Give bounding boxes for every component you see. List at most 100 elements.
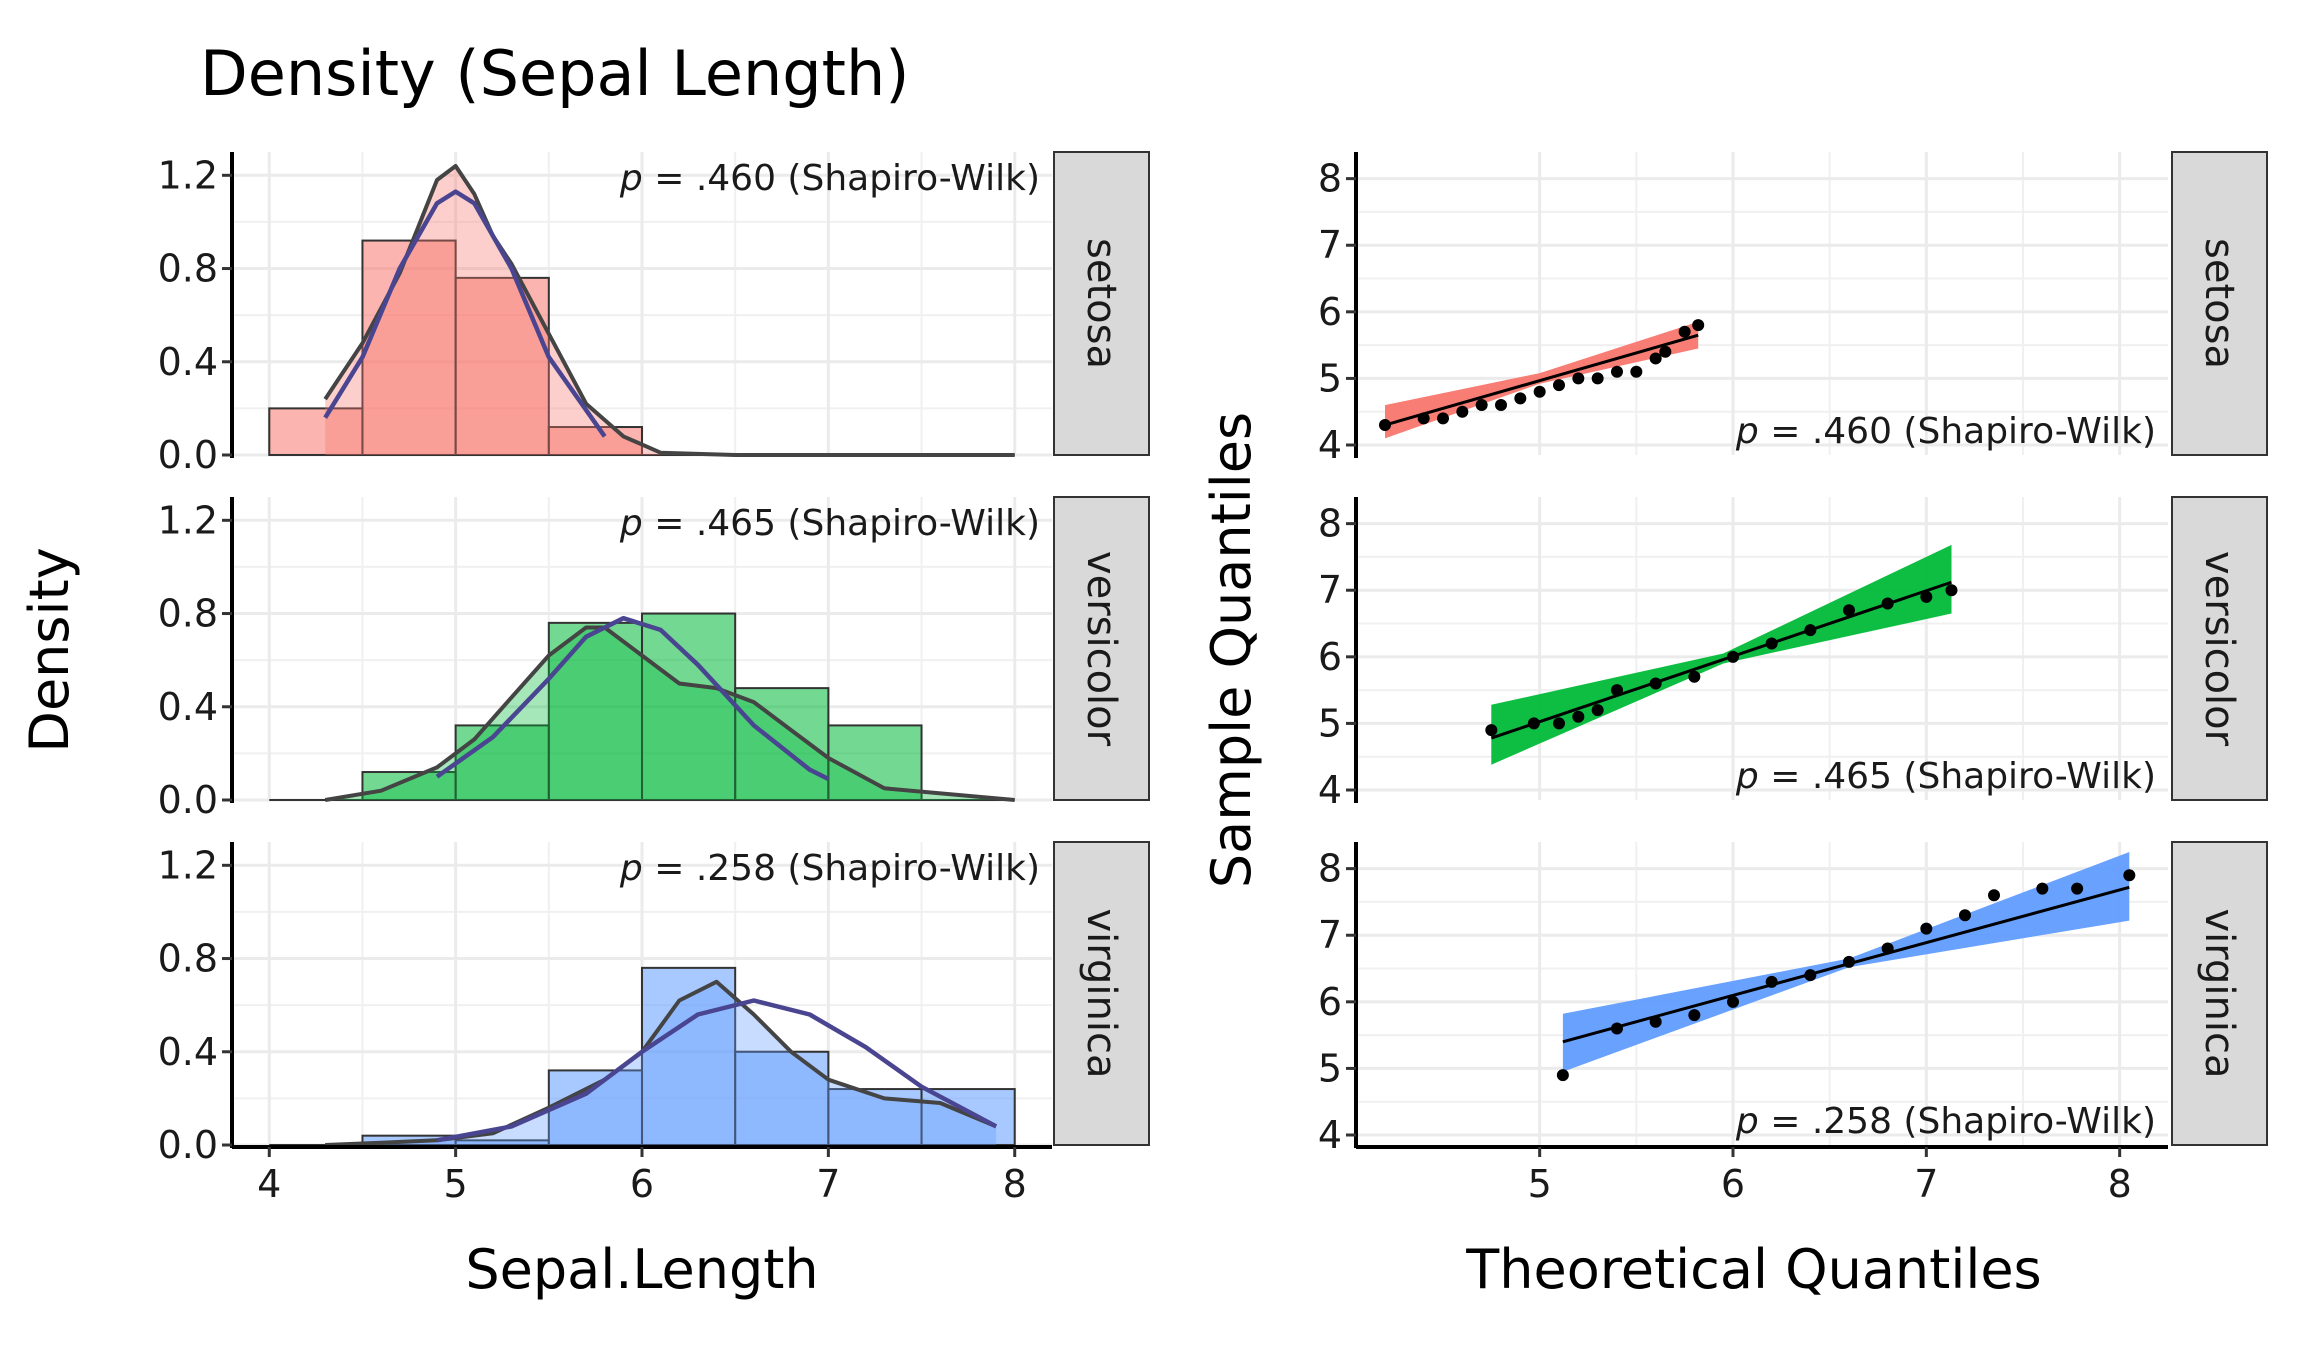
y-tick-label: 0.8: [158, 592, 218, 636]
y-tick-label: 5: [1318, 1046, 1342, 1090]
qq-point: [1556, 1069, 1569, 1082]
x-tick-label: 6: [1721, 1162, 1745, 1206]
y-tick-label: 6: [1318, 635, 1342, 679]
qq-point: [1843, 955, 1855, 968]
histogram-bar: [641, 612, 737, 801]
facet-strip-label-versicolor: versicolor: [1078, 551, 1124, 747]
y-tick-label: 8: [1318, 502, 1342, 546]
histogram-bar: [547, 621, 643, 801]
qq-point: [1572, 710, 1585, 723]
qq-point: [1495, 399, 1507, 412]
y-tick-label: 8: [1318, 157, 1342, 201]
qq-point: [1533, 385, 1546, 398]
histogram-bar: [920, 1088, 1016, 1146]
histogram-bar: [547, 426, 643, 456]
qq-point: [1765, 975, 1778, 988]
shapiro-wilk-annotation: p = .460 (Shapiro-Wilk): [1735, 411, 2156, 452]
qq-reference-line: [1490, 580, 1952, 740]
shapiro-wilk-annotation: p = .465 (Shapiro-Wilk): [619, 503, 1040, 544]
qq-point: [1678, 325, 1691, 338]
histogram-bar: [268, 407, 364, 456]
qq-point: [1456, 405, 1469, 418]
qq-point: [1804, 969, 1817, 982]
density-area: [325, 627, 1015, 800]
qq-point: [1688, 1009, 1701, 1022]
facet-strip-label-virginica: virginica: [1078, 909, 1124, 1079]
x-tick-label: 7: [1914, 1162, 1938, 1206]
x-tick-label: 6: [630, 1162, 654, 1206]
y-tick-label: 0.8: [158, 937, 218, 981]
x-axis-title: Theoretical Quantiles: [1465, 1238, 2041, 1301]
facet-strip: [2171, 496, 2268, 801]
facet-strip-label-setosa: setosa: [1078, 238, 1124, 369]
y-axis-title: Density: [18, 547, 81, 752]
y-tick-label: 1.2: [158, 153, 218, 197]
histogram-bar: [361, 239, 457, 456]
qq-panel-virginica: 4 5 6 7 8 p = .258 (Shapiro-Wilk) virginica: [1318, 841, 2268, 1157]
qq-point: [1591, 704, 1604, 717]
y-tick-label: 0.0: [158, 778, 218, 822]
histogram-bar: [454, 724, 550, 802]
qq-point: [1611, 684, 1623, 697]
y-tick-label: 0.0: [158, 433, 218, 477]
qq-point: [1959, 909, 1971, 922]
histogram-bar: [827, 724, 923, 802]
qq-point: [2036, 882, 2049, 895]
qq-point: [1572, 372, 1585, 385]
density-x-axis: 4 5 6 7 8 Sepal.Length Density Density (Sepal L…: [18, 37, 1052, 1301]
facet-strip-label-setosa: setosa: [2196, 238, 2242, 369]
density-area: [325, 981, 997, 1145]
qq-point: [1649, 677, 1662, 690]
qq-panel-setosa: 4 5 6 7 8 p = .460 (Shapiro-Wilk) setosa: [1318, 151, 2268, 467]
x-tick-label: 8: [1003, 1162, 1027, 1206]
qq-point: [2071, 882, 2084, 895]
qq-point: [1649, 1015, 1662, 1028]
x-axis-title: Sepal.Length: [465, 1238, 818, 1301]
y-tick-label: 0.8: [158, 247, 218, 291]
shapiro-wilk-annotation: p = .460 (Shapiro-Wilk): [619, 158, 1040, 199]
x-tick-label: 8: [2108, 1162, 2132, 1206]
qq-point: [1881, 597, 1894, 610]
qq-point: [1804, 624, 1817, 637]
y-tick-label: 1.2: [158, 498, 218, 542]
shapiro-wilk-annotation: p = .465 (Shapiro-Wilk): [1735, 756, 2156, 797]
density-facets: 0.0 0.4 0.8 1.2 p = .460 (Shapiro-Wilk) setos…: [18, 37, 1150, 1301]
qq-point: [1988, 889, 2000, 902]
facet-strip: [2171, 841, 2268, 1146]
density-panel-virginica: 0.0 0.4 0.8 1.2 p = .258 (Shapiro-Wilk) virgi…: [158, 841, 1150, 1167]
qq-point: [1437, 412, 1449, 425]
qq-point: [1379, 419, 1391, 432]
density-curve: [324, 625, 1015, 802]
y-tick-label: 7: [1318, 913, 1342, 957]
y-tick-label: 7: [1318, 568, 1342, 612]
qq-point: [1688, 670, 1701, 683]
qq-point: [1514, 392, 1527, 405]
qq-point: [1485, 724, 1498, 737]
qq-point: [1553, 379, 1565, 392]
y-axis-title: Sample Quantiles: [1200, 412, 1263, 888]
qq-point: [1630, 365, 1643, 378]
qq-point: [1727, 995, 1739, 1008]
qq-point: [1417, 412, 1430, 425]
qq-point: [2123, 869, 2136, 882]
qq-reference-line: [1384, 333, 1699, 427]
qq-point: [1843, 604, 1855, 617]
chart-title: Density (Sepal Length): [200, 37, 909, 110]
qq-point: [1591, 372, 1604, 385]
qq-point: [1692, 319, 1705, 332]
y-tick-label: 4: [1318, 423, 1342, 467]
x-tick-label: 5: [444, 1162, 468, 1206]
y-tick-label: 7: [1318, 223, 1342, 267]
y-tick-label: 6: [1318, 290, 1342, 334]
x-tick-label: 7: [816, 1162, 840, 1206]
qq-point: [1649, 352, 1662, 365]
density-panel-versicolor: 0.0 0.4 0.8 1.2 p = .465 (Shapiro-Wilk) versi…: [158, 496, 1150, 822]
y-tick-label: 0.4: [158, 1030, 218, 1074]
qq-point: [1920, 922, 1933, 935]
x-tick-label: 4: [257, 1162, 281, 1206]
density-area: [325, 166, 1015, 455]
qq-point: [1611, 1022, 1623, 1035]
qq-panel-versicolor: 4 5 6 7 8 p = .465 (Shapiro-Wilk) versicolor: [1318, 496, 2268, 812]
